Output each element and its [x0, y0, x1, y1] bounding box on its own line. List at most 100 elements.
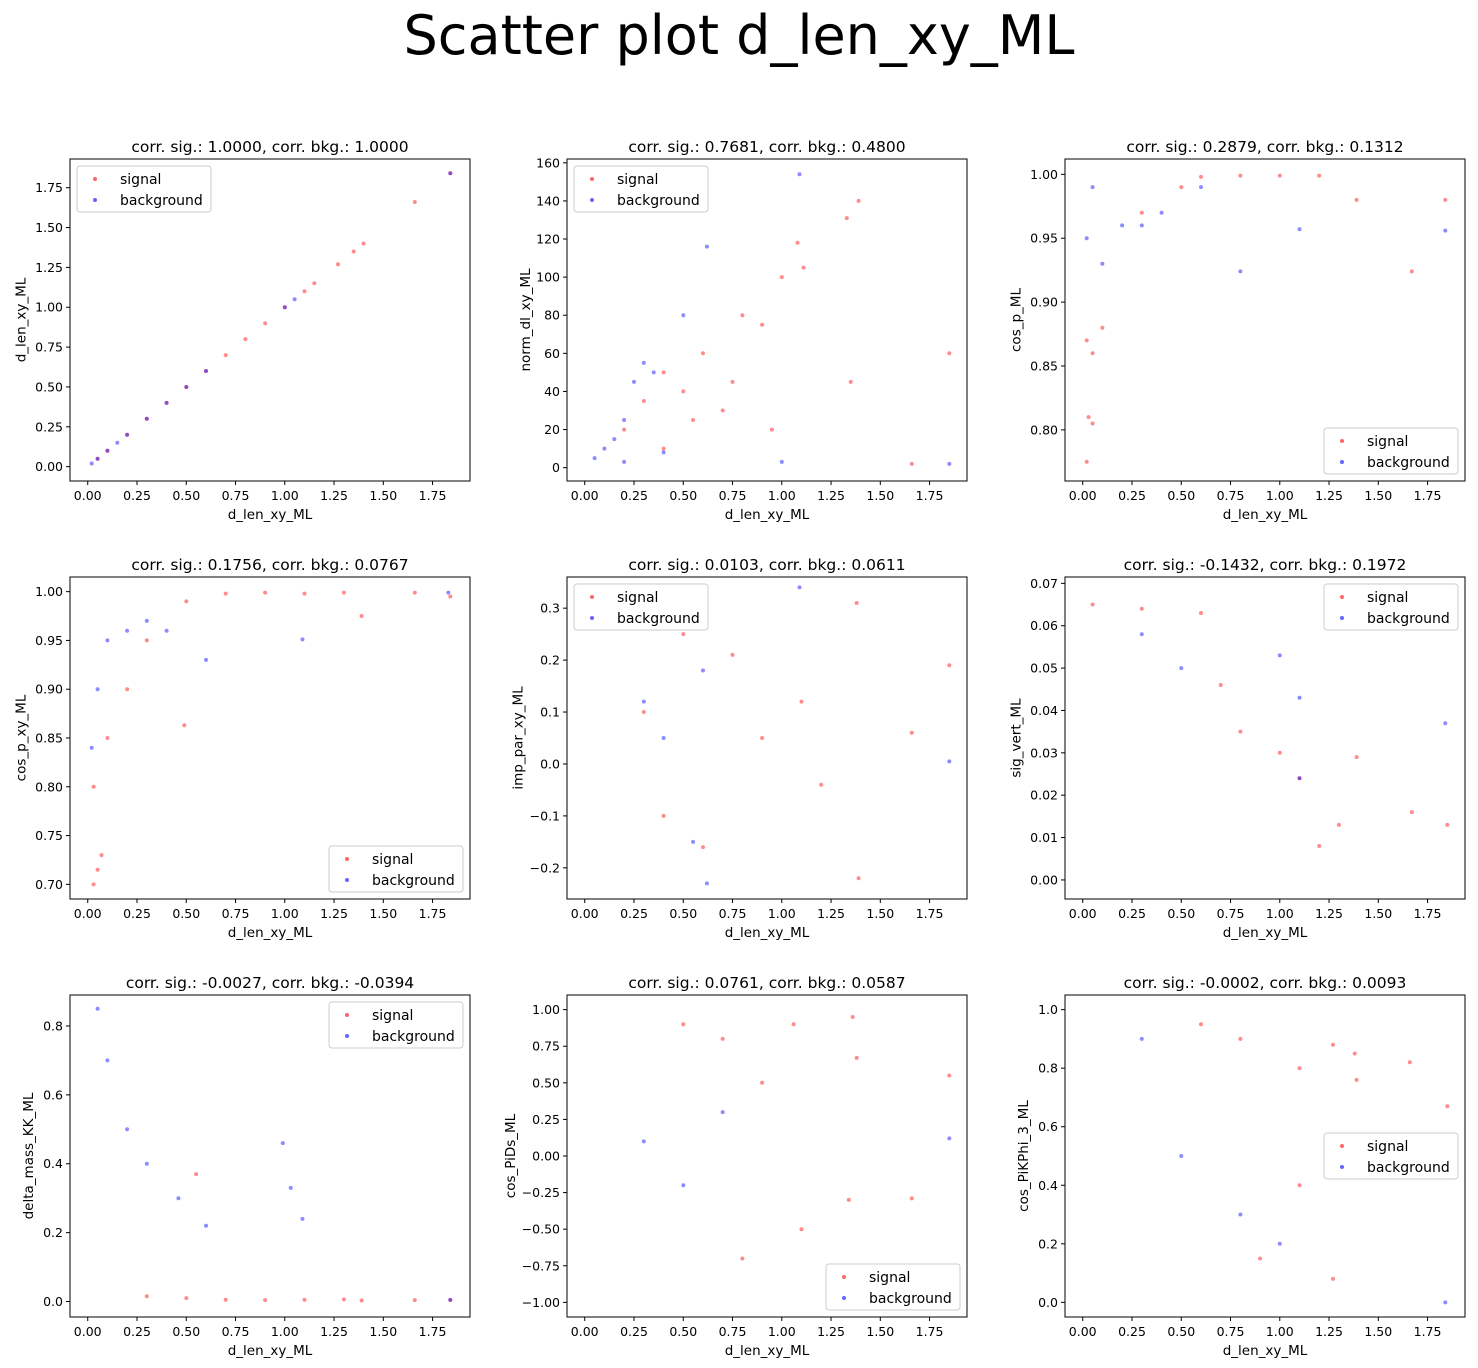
x-tick-label: 0.50 [669, 1324, 697, 1339]
axes-frame [566, 158, 968, 482]
scatter-points [1084, 173, 1448, 464]
background-point [288, 1185, 293, 1190]
x-tick-label: 0.50 [1167, 906, 1195, 921]
y-tick-label: 0.0 [1038, 1295, 1058, 1310]
background-point [641, 1139, 646, 1144]
y-tick-label: 0.2 [540, 653, 560, 668]
background-point [1238, 269, 1243, 274]
signal-point [1139, 606, 1144, 611]
background-point [125, 432, 130, 437]
signal-point [1407, 1060, 1412, 1065]
legend-box [573, 583, 709, 631]
y-tick-label: 0.75 [35, 828, 63, 843]
legend-marker-background [1340, 1165, 1344, 1169]
signal-point [105, 448, 110, 453]
background-point [105, 1058, 110, 1063]
x-tick-label: 0.25 [620, 1324, 648, 1339]
signal-point [223, 591, 228, 596]
legend-label-background: background [617, 611, 700, 627]
signal-point [846, 1197, 851, 1202]
background-point [144, 1161, 149, 1166]
signal-point [302, 1297, 307, 1302]
x-tick-label: 1.75 [1414, 906, 1442, 921]
subplot-8: corr. sig.: 0.0761, corr. bkg.: 0.0587 0.… [503, 974, 968, 1359]
y-tick-label: 0.70 [35, 877, 63, 892]
axes-frame [1064, 158, 1466, 482]
axes-frame [69, 994, 471, 1318]
signal-point [1199, 1022, 1203, 1027]
legend-label-background: background [372, 1029, 455, 1045]
y-tick-label: 0.85 [35, 731, 63, 746]
x-tick-label: 0.50 [172, 906, 200, 921]
legend-label-background: background [869, 1291, 952, 1307]
y-tick-label: 0.25 [532, 1112, 560, 1127]
x-axis-label: d_len_xy_ML [1223, 925, 1308, 941]
y-axis-label: cos_PiKPhi_3_ML [1016, 1100, 1032, 1212]
signal-point [184, 1296, 189, 1301]
y-tick-label: −0.2 [530, 860, 560, 875]
signal-point [1179, 185, 1184, 190]
background-point [1179, 1154, 1184, 1158]
background-point [779, 459, 784, 464]
signal-point [282, 305, 287, 310]
legend-label-signal: signal [617, 172, 658, 188]
signal-point [909, 1196, 914, 1201]
signal-point [1238, 729, 1243, 734]
y-axis-label: cos_PiDs_ML [503, 1113, 519, 1198]
y-axis-label: cos_p_xy_ML [14, 694, 30, 781]
axes-frame [69, 158, 471, 482]
y-tick-label: 0.25 [35, 419, 63, 434]
background-point [1297, 227, 1302, 232]
x-tick-label: 1.25 [817, 906, 845, 921]
signal-point [144, 416, 149, 421]
signal-point [1277, 750, 1282, 755]
signal-point [1317, 844, 1322, 848]
x-tick-label: 1.25 [1315, 906, 1343, 921]
x-tick-label: 0.25 [1118, 488, 1146, 503]
signal-point [341, 590, 346, 595]
background-point [448, 171, 453, 176]
x-tick-label: 1.50 [369, 906, 397, 921]
y-tick-label: 0.1 [540, 705, 560, 720]
background-point [1297, 776, 1302, 781]
background-point [602, 446, 607, 451]
x-tick-label: 0.50 [669, 488, 697, 503]
scatter-points [641, 585, 952, 886]
y-axis-label: cos_p_ML [1009, 288, 1025, 352]
signal-point [263, 1298, 268, 1303]
subplot-title: corr. sig.: 0.2879, corr. bkg.: 0.1312 [1126, 138, 1403, 156]
background-point [144, 618, 149, 623]
signal-point [1199, 611, 1203, 615]
background-point [704, 244, 709, 249]
signal-point [95, 456, 100, 461]
y-tick-label: 0.8 [1038, 1061, 1058, 1076]
signal-point [1354, 755, 1359, 760]
signal-point [641, 710, 646, 714]
y-tick-label: 1.00 [1030, 167, 1058, 182]
y-tick-label: 0.95 [35, 633, 63, 648]
signal-point [182, 723, 187, 728]
x-tick-label: 0.00 [74, 1324, 102, 1339]
x-tick-label: 0.75 [1217, 1324, 1245, 1339]
signal-point [848, 379, 853, 384]
signal-point [263, 590, 268, 595]
background-point [681, 1183, 686, 1188]
signal-point [730, 652, 735, 657]
y-tick-label: 0.06 [1030, 618, 1058, 633]
y-tick-label: 0.75 [35, 340, 63, 355]
legend-marker-signal [345, 1013, 349, 1017]
legend-box [1323, 1132, 1459, 1180]
signal-point [204, 369, 208, 373]
signal-point [1445, 1104, 1450, 1109]
legend-label-signal: signal [120, 172, 161, 188]
signal-point [1354, 1077, 1359, 1082]
subplot-1: corr. sig.: 1.0000, corr. bkg.: 1.0000 0.… [14, 138, 471, 523]
axes-frame [1064, 576, 1466, 900]
legend-label-background: background [120, 193, 203, 209]
signal-point [125, 432, 130, 437]
background-point [1443, 721, 1448, 726]
signal-point [819, 782, 824, 787]
background-point [105, 638, 110, 643]
legend-box [1323, 427, 1459, 475]
signal-point [760, 736, 765, 740]
